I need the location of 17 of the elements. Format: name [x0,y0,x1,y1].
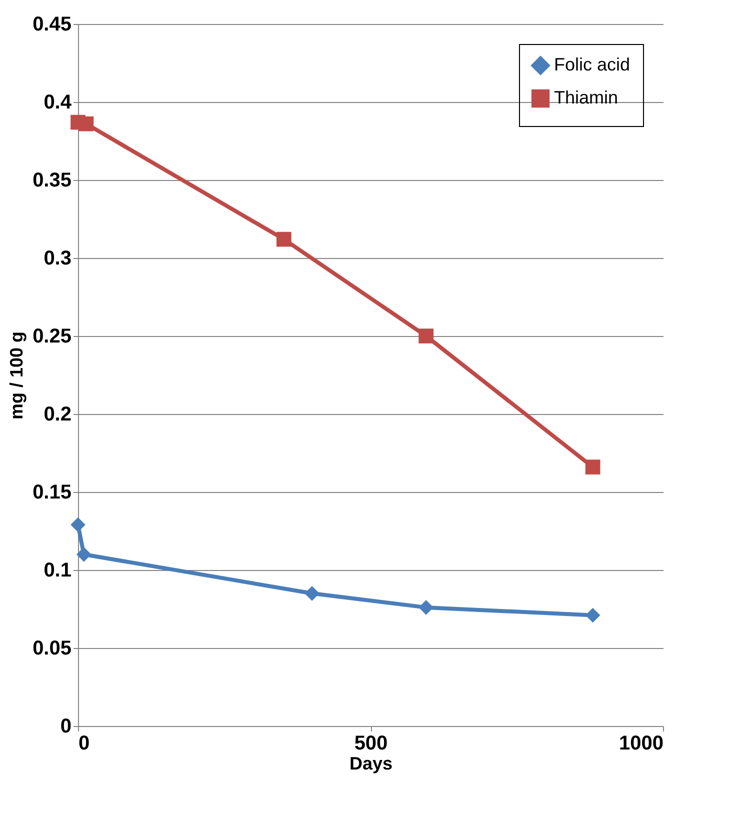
y-tick-label: 0 [60,716,72,738]
y-tick-label: 0.35 [32,170,72,192]
y-tick-label: 0.15 [32,482,72,504]
x-axis-title: Days [349,754,393,774]
y-tick-label: 0.2 [44,404,72,426]
y-tick-label: 0.1 [44,560,72,582]
x-tick-label: 1000 [619,732,664,754]
y-tick-label: 0.4 [44,92,72,114]
legend-label: Folic acid [554,54,630,74]
y-axis-title: mg / 100 g [6,331,27,420]
y-tick-label: 0.45 [32,14,72,36]
x-tick-label: 500 [354,732,388,754]
y-tick-label: 0.05 [32,638,72,660]
y-tick-label: 0.3 [44,248,72,270]
x-tick-label: 0 [78,732,90,754]
y-tick-label: 0.25 [32,326,72,348]
legend-label: Thiamin [554,88,618,108]
